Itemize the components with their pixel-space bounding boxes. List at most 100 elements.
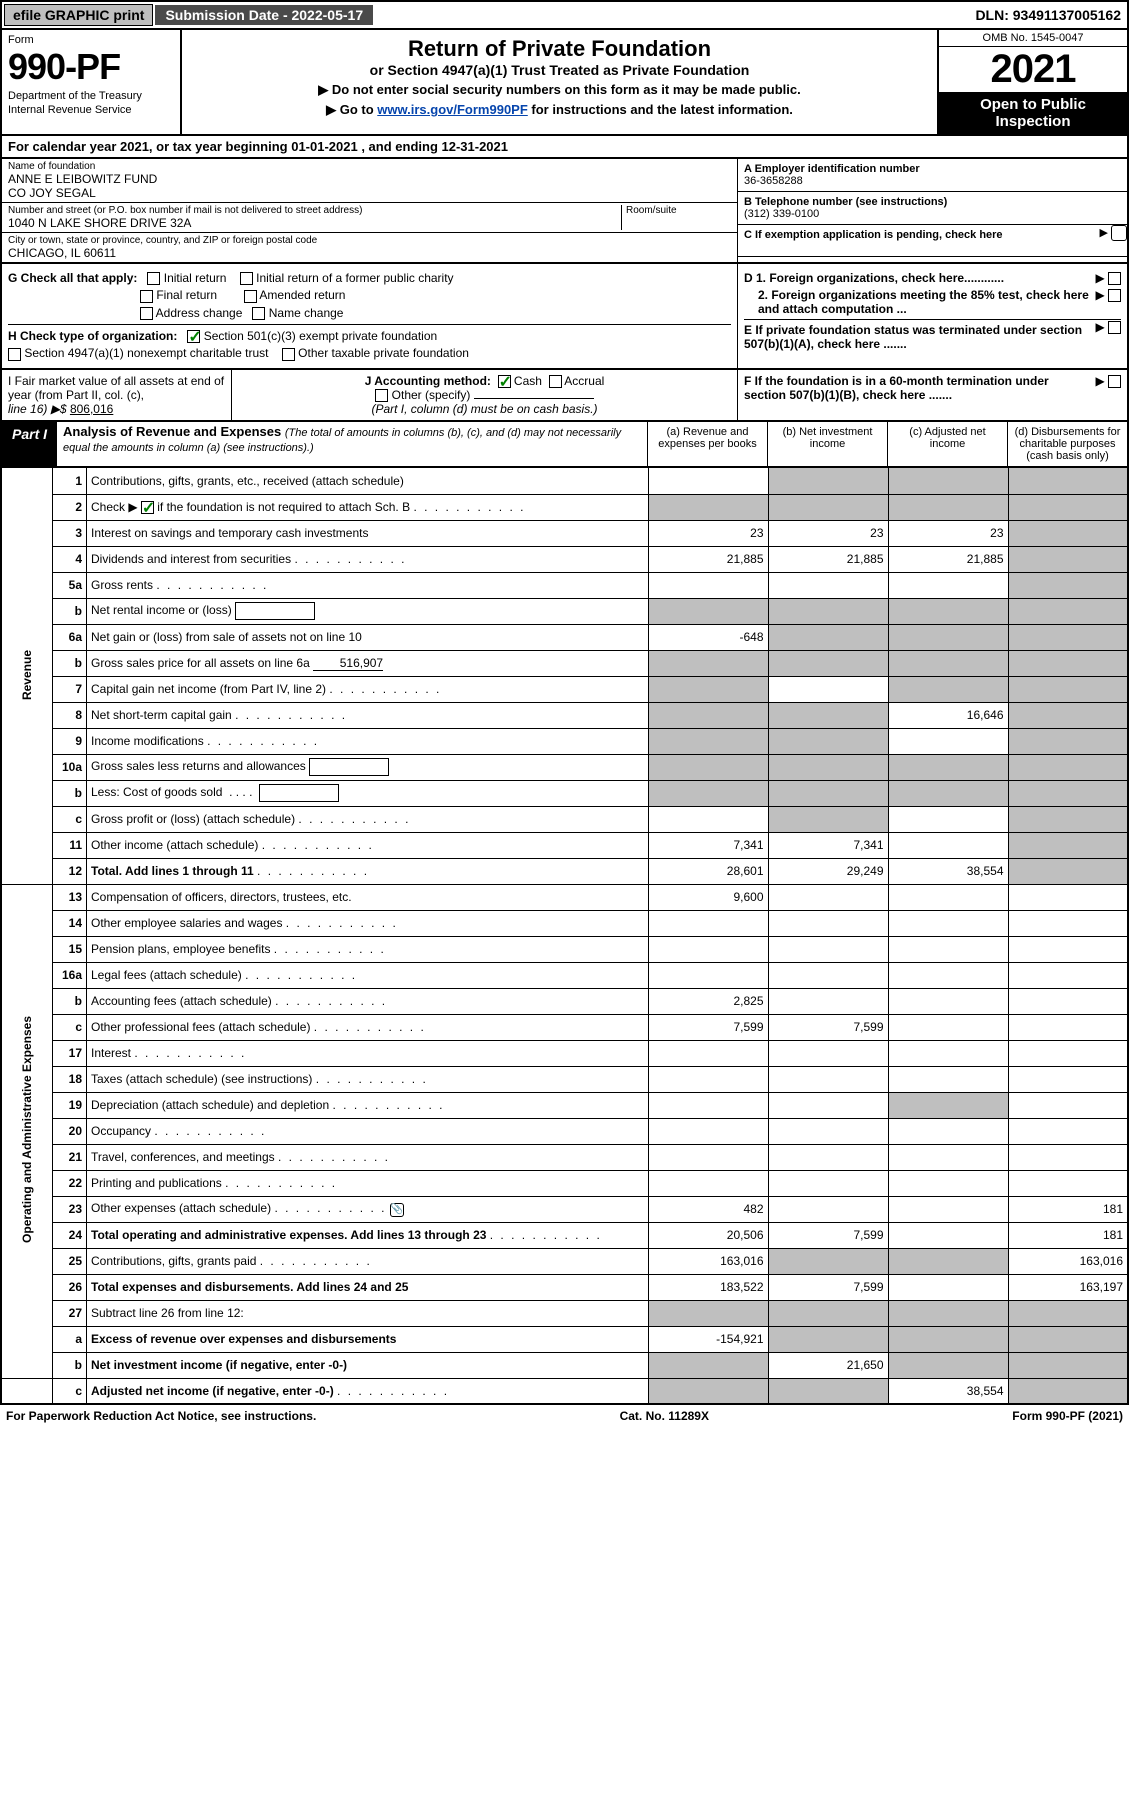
h-label: H Check type of organization:	[8, 329, 177, 343]
foundation-name-label: Name of foundation	[8, 161, 731, 172]
d1-checkbox[interactable]	[1108, 272, 1121, 285]
g-final-checkbox[interactable]	[140, 290, 153, 303]
f-checkbox[interactable]	[1108, 375, 1121, 388]
i-label: I Fair market value of all assets at end…	[8, 374, 224, 402]
line-24-no: 24	[53, 1222, 87, 1248]
checkbox-left: G Check all that apply: Initial return I…	[2, 264, 737, 368]
line-4-no: 4	[53, 546, 87, 572]
attach-icon[interactable]: 📎	[390, 1203, 404, 1217]
room-label: Room/suite	[626, 205, 731, 216]
line-4-a: 21,885	[648, 546, 768, 572]
info-left: Name of foundation ANNE E LEIBOWITZ FUND…	[2, 159, 737, 262]
dept-treasury: Department of the Treasury	[8, 90, 174, 102]
efile-print-button[interactable]: efile GRAPHIC print	[4, 4, 153, 26]
form-note-ssn: ▶ Do not enter social security numbers o…	[190, 82, 929, 98]
ein-label: A Employer identification number	[744, 163, 920, 175]
header-right: OMB No. 1545-0047 2021 Open to Public In…	[937, 30, 1127, 134]
e-checkbox[interactable]	[1108, 321, 1121, 334]
line-5a-no: 5a	[53, 572, 87, 598]
omb-number: OMB No. 1545-0047	[939, 30, 1127, 47]
h-501c3-checkbox[interactable]	[187, 330, 200, 343]
col-c-header: (c) Adjusted net income	[887, 422, 1007, 466]
info-right: A Employer identification number 36-3658…	[737, 159, 1127, 262]
col-d-header: (d) Disbursements for charitable purpose…	[1007, 422, 1127, 466]
header-center: Return of Private Foundation or Section …	[182, 30, 937, 134]
j-other-checkbox[interactable]	[375, 389, 388, 402]
g-initial-former: Initial return of a former public charit…	[256, 271, 453, 285]
line-23-d: 181	[1008, 1196, 1128, 1222]
line-3-desc: Interest on savings and temporary cash i…	[87, 520, 649, 546]
form-number: 990-PF	[8, 46, 174, 88]
c-checkbox[interactable]	[1111, 225, 1127, 241]
j-cash-checkbox[interactable]	[498, 375, 511, 388]
line-16a-no: 16a	[53, 962, 87, 988]
d2-text: 2. Foreign organizations meeting the 85%…	[758, 288, 1089, 316]
j-accrual-checkbox[interactable]	[549, 375, 562, 388]
dln-number: DLN: 93491137005162	[975, 7, 1127, 23]
part1-title: Analysis of Revenue and Expenses	[63, 424, 281, 439]
g-amended-checkbox[interactable]	[244, 290, 257, 303]
line-24-b: 7,599	[768, 1222, 888, 1248]
revenue-vlabel: Revenue	[20, 650, 34, 700]
line-16b-no: b	[53, 988, 87, 1014]
line-22-desc: Printing and publications	[87, 1170, 649, 1196]
line-15-no: 15	[53, 936, 87, 962]
line-17-no: 17	[53, 1040, 87, 1066]
line-9-desc: Income modifications	[87, 728, 649, 754]
line-7-no: 7	[53, 676, 87, 702]
line-2-checkbox[interactable]	[141, 501, 154, 514]
line-27b-b: 21,650	[768, 1352, 888, 1378]
g-initial-former-checkbox[interactable]	[240, 272, 253, 285]
line-18-desc: Taxes (attach schedule) (see instruction…	[87, 1066, 649, 1092]
line-27b-desc: Net investment income (if negative, ente…	[87, 1352, 649, 1378]
line-12-desc: Total. Add lines 1 through 11	[87, 858, 649, 884]
line-18-no: 18	[53, 1066, 87, 1092]
line-11-b: 7,341	[768, 832, 888, 858]
line-4-b: 21,885	[768, 546, 888, 572]
line-6a-a: -648	[648, 624, 768, 650]
line-6b-desc: Gross sales price for all assets on line…	[87, 650, 649, 676]
line-26-d: 163,197	[1008, 1274, 1128, 1300]
g-amended: Amended return	[259, 288, 345, 302]
i-value: 806,016	[70, 402, 113, 416]
h-4947-checkbox[interactable]	[8, 348, 21, 361]
line-10c-no: c	[53, 806, 87, 832]
footer-right: Form 990-PF (2021)	[1012, 1409, 1123, 1423]
line-27a-a: -154,921	[648, 1326, 768, 1352]
e-label: E If private foundation status was termi…	[744, 323, 1082, 351]
line-10c-desc: Gross profit or (loss) (attach schedule)	[87, 806, 649, 832]
line-23-a: 482	[648, 1196, 768, 1222]
g-initial-checkbox[interactable]	[147, 272, 160, 285]
line-3-b: 23	[768, 520, 888, 546]
line-25-a: 163,016	[648, 1248, 768, 1274]
line-27c-no: c	[53, 1378, 87, 1404]
footer-center: Cat. No. 11289X	[620, 1409, 709, 1423]
part1-desc: Analysis of Revenue and Expenses (The to…	[57, 422, 647, 466]
j-label: J Accounting method:	[365, 374, 491, 388]
d2-checkbox[interactable]	[1108, 289, 1121, 302]
g-address: Address change	[156, 306, 243, 320]
line-11-no: 11	[53, 832, 87, 858]
line-26-desc: Total expenses and disbursements. Add li…	[87, 1274, 649, 1300]
line-11-a: 7,341	[648, 832, 768, 858]
line-26-b: 7,599	[768, 1274, 888, 1300]
line-17-desc: Interest	[87, 1040, 649, 1066]
f-label: F If the foundation is in a 60-month ter…	[744, 374, 1049, 402]
h-other-checkbox[interactable]	[282, 348, 295, 361]
line-23-no: 23	[53, 1196, 87, 1222]
phone-value: (312) 339-0100	[744, 208, 1121, 220]
g-name-checkbox[interactable]	[252, 307, 265, 320]
line-2-desc: Check ▶ if the foundation is not require…	[87, 494, 649, 520]
line-7-desc: Capital gain net income (from Part IV, l…	[87, 676, 649, 702]
info-section: Name of foundation ANNE E LEIBOWITZ FUND…	[0, 159, 1129, 264]
line-16b-desc: Accounting fees (attach schedule)	[87, 988, 649, 1014]
form-label: Form	[8, 34, 174, 46]
line-4-c: 21,885	[888, 546, 1008, 572]
line-3-no: 3	[53, 520, 87, 546]
line-8-desc: Net short-term capital gain	[87, 702, 649, 728]
irs-link[interactable]: www.irs.gov/Form990PF	[377, 102, 528, 117]
line-2-pre: Check ▶	[91, 500, 141, 514]
line-13-no: 13	[53, 884, 87, 910]
g-address-checkbox[interactable]	[140, 307, 153, 320]
city-value: CHICAGO, IL 60611	[8, 246, 731, 260]
